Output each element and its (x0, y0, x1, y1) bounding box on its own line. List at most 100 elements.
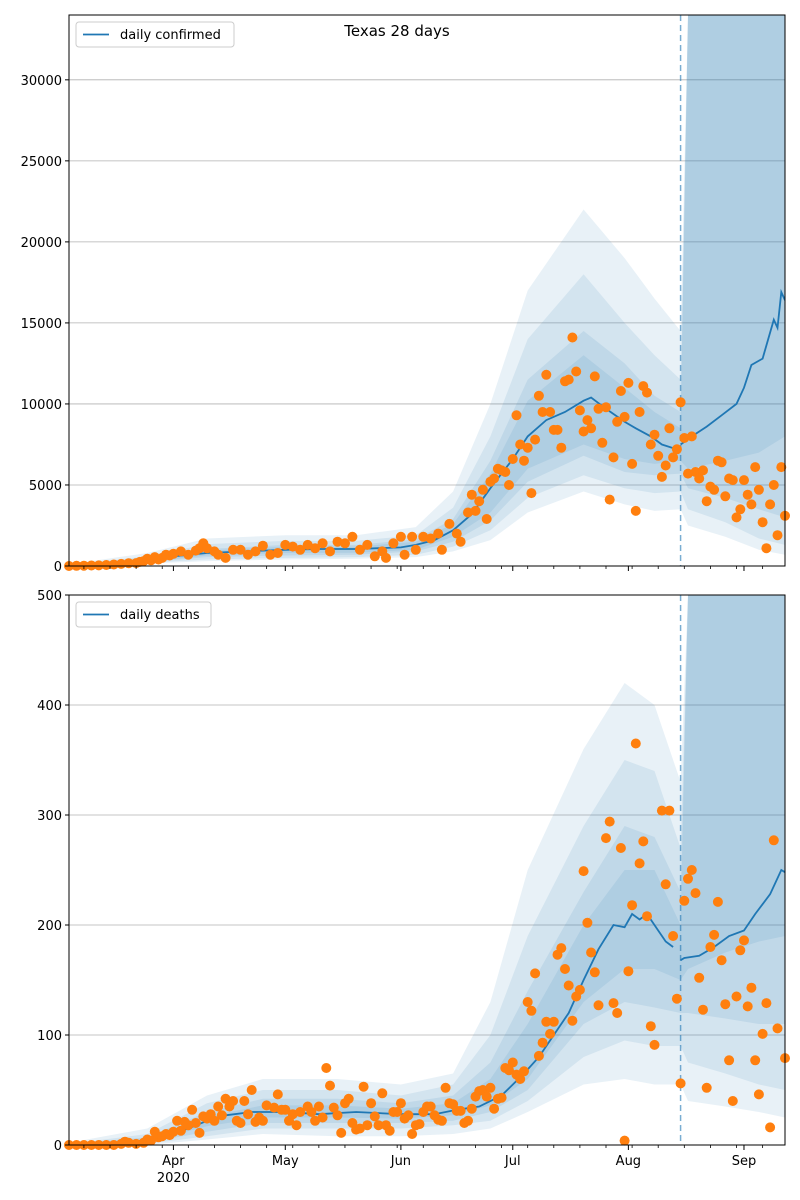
y-tick-label: 10000 (21, 398, 62, 413)
observed-point (709, 929, 720, 940)
observed-point (522, 997, 533, 1007)
observed-point (257, 1115, 268, 1126)
observed-point (612, 416, 623, 427)
observed-point (731, 991, 742, 1002)
observed-point (765, 499, 776, 510)
observed-point (511, 410, 522, 421)
observed-point (243, 549, 253, 560)
forecast-median-line (680, 868, 785, 961)
y-tick-label: 20000 (21, 236, 62, 251)
observed-point (694, 972, 705, 983)
observed-point (384, 1125, 395, 1136)
observed-point (608, 452, 619, 463)
observed-point (269, 1102, 280, 1113)
observed-point (362, 539, 373, 550)
y-axis: 0 5000 10000 15000 20000 25000 30000 (21, 74, 69, 575)
observed-point (731, 512, 742, 523)
observed-point (325, 546, 335, 557)
y-tick-label: 0 (54, 1139, 62, 1154)
observed-point (213, 1101, 224, 1112)
observed-point (414, 1119, 425, 1130)
observed-point (485, 1082, 496, 1093)
uncertainty-bands (69, 595, 785, 1145)
uncertainty-band-2 (69, 595, 785, 1145)
observed-point (578, 866, 589, 877)
y-tick-label: 15000 (21, 317, 62, 332)
observed-point (742, 489, 753, 500)
observed-point (567, 1015, 578, 1026)
uncertainty-band-3 (69, 595, 785, 1145)
observed-point (776, 462, 787, 473)
observed-point (407, 531, 418, 542)
observed-point (645, 439, 656, 450)
observed-point (589, 371, 600, 382)
observed-point (190, 1118, 201, 1128)
observed-point (574, 984, 585, 995)
observed-point (504, 480, 514, 490)
observed-point (168, 1126, 179, 1137)
observed-point (668, 931, 679, 941)
observed-point (325, 1080, 335, 1091)
observed-point (589, 967, 600, 978)
forecast-median-line (680, 288, 785, 446)
legend-label: daily deaths (120, 608, 200, 623)
observed-point (451, 528, 462, 539)
observed-point (683, 873, 693, 884)
observed-point (679, 895, 690, 906)
observed-point (739, 475, 749, 486)
observed-point (533, 1050, 544, 1061)
observed-point (686, 865, 697, 875)
observed-point (630, 505, 641, 516)
observed-point (515, 1074, 526, 1084)
observed-point (753, 1089, 764, 1100)
observed-point (235, 1118, 246, 1128)
observed-point (131, 1138, 142, 1149)
observed-point (108, 559, 119, 570)
observed-point (586, 947, 597, 958)
observed-point (709, 484, 720, 495)
observed-point (656, 805, 667, 816)
legend: daily deaths (75, 601, 212, 628)
observed-point (735, 504, 746, 515)
observed-point (463, 507, 473, 518)
observed-point (481, 514, 492, 524)
observed-point (388, 538, 399, 549)
observed-point (261, 1100, 272, 1111)
observed-point (649, 429, 660, 440)
observed-point (712, 896, 723, 907)
observed-point (619, 411, 630, 422)
x-tick-label: Sep (732, 1154, 757, 1169)
observed-point (556, 442, 567, 453)
y-tick-label: 300 (37, 809, 62, 824)
observed-point (750, 1055, 761, 1066)
observed-point (522, 442, 533, 453)
uncertainty-band-3 (69, 15, 785, 566)
observed-point (720, 491, 731, 502)
observed-point (496, 1092, 507, 1103)
observed-point (563, 374, 574, 385)
legend-box (75, 21, 235, 48)
uncertainty-band-2 (69, 15, 785, 566)
y-tick-label: 25000 (21, 155, 62, 170)
observed-point (444, 518, 455, 529)
observed-point (280, 539, 291, 550)
observed-point (366, 1098, 377, 1109)
observed-point (407, 1129, 418, 1139)
y-tick-label: 200 (37, 919, 62, 934)
observed-point (765, 1122, 776, 1133)
observed-point (660, 460, 671, 471)
observed-point (634, 858, 645, 869)
observed-point (321, 1063, 332, 1073)
legend-label: daily confirmed (120, 28, 221, 43)
observed-point (556, 943, 567, 954)
observed-point (306, 1107, 317, 1117)
observed-point (627, 900, 638, 911)
observed-point (619, 1135, 630, 1146)
observed-point (257, 540, 268, 551)
observed-point (664, 805, 675, 816)
observed-point (623, 966, 634, 977)
observed-point (183, 1120, 194, 1131)
observed-point (757, 517, 768, 528)
observed-point (664, 423, 675, 434)
observed-point (343, 1093, 354, 1104)
